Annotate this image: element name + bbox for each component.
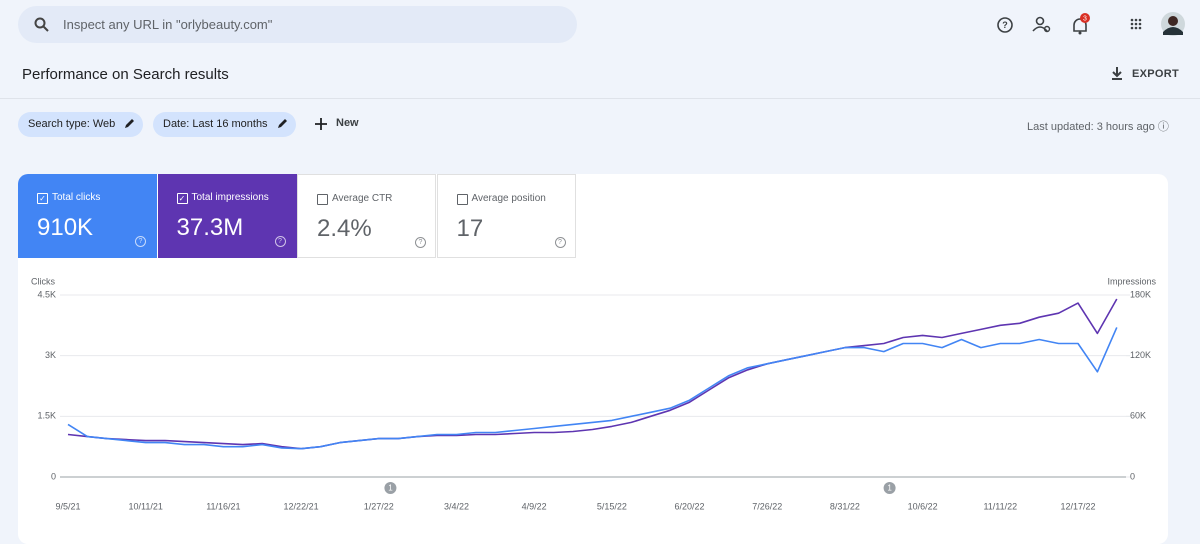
- metric-label: Average CTR: [332, 193, 393, 204]
- users-icon[interactable]: [1032, 16, 1051, 33]
- metric-help: ?: [135, 236, 146, 247]
- metric-checkbox: [317, 194, 328, 205]
- help-icon[interactable]: ?: [997, 17, 1013, 33]
- metric-label: Total clicks: [52, 192, 101, 203]
- metric-checkbox: ✓: [176, 193, 188, 204]
- filter-chip[interactable]: Date: Last 16 months: [153, 112, 296, 137]
- export-label: EXPORT: [1132, 68, 1180, 80]
- metric-help: ?: [415, 237, 426, 248]
- metric-tile[interactable]: Average position 17?: [436, 174, 576, 258]
- notifications-icon[interactable]: 3: [1073, 13, 1090, 35]
- toolbar-icons: ? 3: [997, 12, 1185, 36]
- metric-tile[interactable]: Average CTR 2.4%?: [297, 174, 436, 258]
- metric-tile[interactable]: ✓ Total clicks 910K?: [18, 174, 157, 258]
- apps-icon[interactable]: [1130, 18, 1142, 30]
- new-filter-label: New: [336, 117, 359, 129]
- metric-checkbox: ✓: [37, 193, 48, 204]
- search-placeholder: Inspect any URL in "orlybeauty.com": [63, 17, 273, 32]
- metric-checkbox: [456, 194, 468, 205]
- last-updated-text: Last updated: 3 hours ago: [1027, 121, 1155, 133]
- metric-value: 2.4%: [317, 215, 372, 242]
- metric-label: Average position: [471, 193, 546, 204]
- last-updated: Last updated: 3 hours ago ⓘ: [1027, 121, 1169, 133]
- page-title: Performance on Search results: [22, 66, 229, 83]
- divider: [0, 98, 1200, 99]
- filter-label: Search type: Web: [28, 118, 116, 130]
- metric-help: ?: [274, 236, 286, 247]
- metric-value: 37.3M: [176, 214, 244, 241]
- metric-value: 17: [456, 215, 484, 242]
- notification-badge: 3: [1083, 15, 1087, 22]
- metric-value: 910K: [37, 214, 94, 241]
- search-bar[interactable]: Inspect any URL in "orlybeauty.com": [18, 6, 577, 43]
- svg-text:?: ?: [1002, 20, 1008, 30]
- search-icon: [34, 17, 49, 32]
- metric-tile[interactable]: ✓ Total impressions 37.3M?: [157, 174, 297, 258]
- avatar[interactable]: [1161, 12, 1185, 36]
- filter-label: Date: Last 16 months: [163, 118, 268, 130]
- metric-help: ?: [554, 237, 566, 248]
- new-filter-button[interactable]: New: [314, 117, 359, 130]
- metric-label: Total impressions: [191, 192, 269, 203]
- filter-chip[interactable]: Search type: Web: [18, 112, 144, 137]
